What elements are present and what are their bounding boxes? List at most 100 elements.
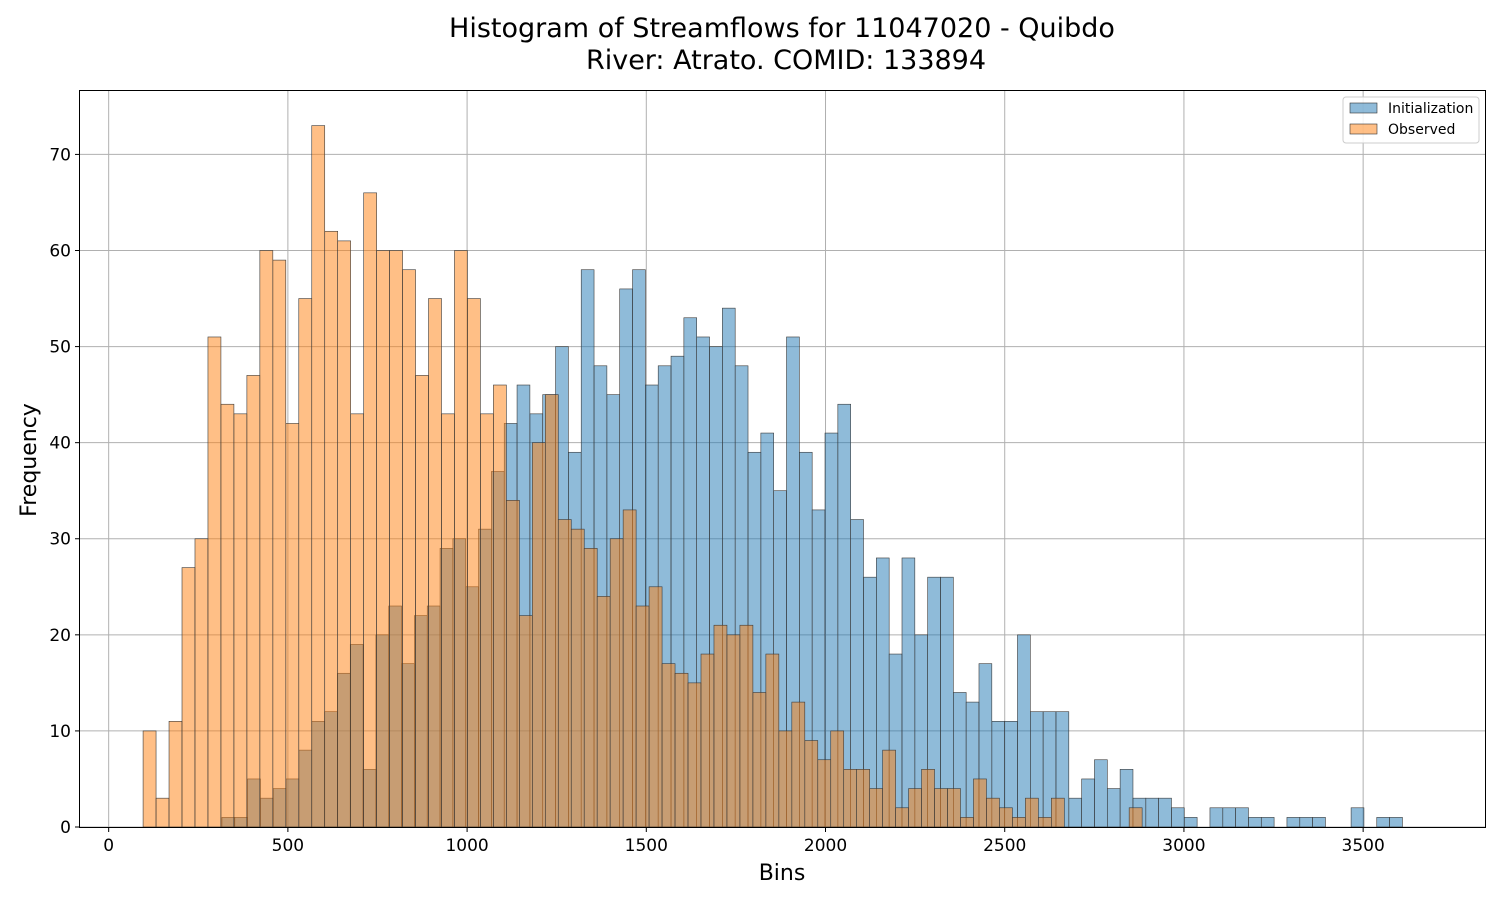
initialization-bar — [1209, 807, 1224, 828]
observed-bar — [557, 519, 572, 828]
observed-bar — [1025, 797, 1039, 828]
initialization-bar — [1171, 807, 1185, 828]
plot-frame — [79, 90, 1486, 828]
y-tick-label: 20 — [49, 626, 71, 646]
observed-bar — [324, 230, 339, 828]
observed-bar — [570, 528, 585, 828]
observed-bar — [454, 250, 468, 828]
initialization-bar — [1286, 817, 1301, 828]
initialization-bar — [901, 557, 916, 828]
y-axis-label: Frequency — [17, 403, 42, 517]
observed-bar — [142, 730, 157, 828]
observed-bar — [1038, 817, 1052, 828]
x-tick-label: 1000 — [445, 836, 488, 856]
observed-bar — [311, 125, 326, 828]
observed-bar — [259, 250, 274, 828]
observed-bar — [544, 394, 559, 828]
y-tick-label: 70 — [49, 145, 71, 165]
x-axis-label: Bins — [759, 861, 806, 886]
x-tick-label: 3500 — [1342, 836, 1385, 856]
observed-bar — [402, 269, 416, 828]
observed-bar — [493, 384, 507, 828]
observed-bar — [869, 788, 883, 828]
observed-bar — [376, 250, 390, 828]
y-tick-label: 30 — [49, 530, 71, 550]
observed-bar — [155, 797, 170, 828]
chart-title-line2: River: Atrato. COMID: 133894 — [586, 45, 986, 76]
observed-bar — [415, 375, 429, 828]
observed-bar — [389, 250, 403, 828]
initialization-bar — [1376, 817, 1390, 828]
observed-bar — [181, 567, 196, 828]
observed-bar — [1012, 817, 1026, 828]
observed-bar — [467, 298, 481, 828]
initialization-bar — [1350, 807, 1365, 828]
observed-bar — [272, 259, 287, 828]
observed-bar — [596, 596, 611, 828]
observed-bar — [480, 413, 494, 828]
initialization-bar — [1081, 778, 1095, 828]
x-tick-label: 500 — [272, 836, 304, 856]
observed-bar — [934, 788, 948, 828]
y-tick-label: 50 — [49, 338, 71, 358]
observed-bar — [856, 769, 870, 828]
observed-bar — [441, 413, 455, 828]
initialization-bar — [1222, 807, 1236, 828]
legend: Initialization Observed — [1342, 96, 1480, 144]
x-tick-label: 3000 — [1162, 836, 1205, 856]
observed-bar — [947, 788, 961, 828]
y-tick-label: 40 — [49, 434, 71, 454]
observed-bar — [635, 605, 650, 828]
observed-bar — [1128, 807, 1143, 828]
observed-bar — [194, 538, 209, 828]
observed-bar — [843, 769, 857, 828]
observed-bar — [908, 788, 922, 828]
observed-bar — [428, 298, 442, 828]
initialization-bar — [1312, 817, 1326, 828]
observed-bar — [830, 730, 845, 828]
initialization-bar — [1299, 817, 1313, 828]
legend-swatch-initialization — [1349, 102, 1378, 114]
observed-bars — [142, 125, 1143, 828]
observed-bar — [713, 624, 728, 828]
observed-bar — [207, 336, 222, 828]
x-tick-label: 2500 — [983, 836, 1026, 856]
x-tick-label: 0 — [103, 836, 114, 856]
observed-bar — [661, 663, 676, 828]
observed-bar — [363, 192, 377, 828]
y-tick-label: 10 — [49, 722, 71, 742]
initialization-bar — [1248, 817, 1262, 828]
initialization-bar — [1106, 788, 1121, 828]
observed-bar — [648, 586, 663, 828]
y-axis-ticks: 0 10 20 30 40 50 60 70 — [49, 145, 80, 838]
observed-bar — [298, 298, 313, 828]
observed-bar — [506, 500, 520, 828]
observed-bar — [765, 653, 780, 828]
initialization-bar — [1094, 759, 1108, 828]
x-tick-label: 2000 — [804, 836, 847, 856]
observed-bar — [895, 807, 909, 828]
observed-bar — [350, 413, 364, 828]
observed-bar — [700, 653, 715, 828]
observed-bar — [532, 442, 546, 828]
legend-swatch-observed — [1349, 123, 1378, 135]
observed-bar — [246, 375, 261, 828]
observed-bar — [817, 759, 832, 828]
observed-bar — [519, 615, 533, 828]
observed-bar — [726, 634, 741, 828]
legend-label-observed: Observed — [1388, 122, 1455, 138]
initialization-bar — [1158, 797, 1172, 828]
x-tick-label: 1500 — [625, 836, 668, 856]
observed-bar — [233, 413, 248, 828]
y-tick-label: 0 — [60, 818, 71, 838]
observed-bar — [791, 701, 806, 828]
observed-bar — [168, 721, 183, 828]
observed-bar — [804, 740, 819, 828]
observed-bar — [622, 509, 637, 828]
initialization-bar — [1235, 807, 1249, 828]
observed-bar — [739, 624, 754, 828]
observed-bar — [337, 240, 351, 828]
initialization-bar — [1145, 797, 1159, 828]
observed-bar — [609, 538, 624, 828]
